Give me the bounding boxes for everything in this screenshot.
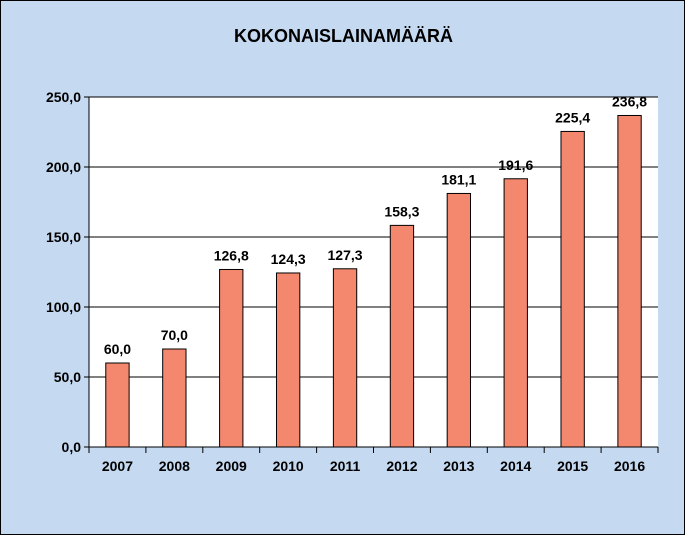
data-label-2014: 191,6: [498, 157, 533, 173]
bars: [105, 114, 642, 448]
data-label-2010: 124,3: [271, 251, 306, 267]
x-tick-label-2010: 2010: [273, 458, 304, 474]
y-axis: 0,0 50,0 100,0 150,0 200,0 250,0: [46, 89, 90, 455]
data-label-2009: 126,8: [214, 247, 249, 263]
bar-2016: [617, 114, 642, 448]
y-tick-label: 200,0: [46, 159, 81, 175]
data-label-2007: 60,0: [104, 341, 131, 357]
bar-2014: [503, 178, 528, 448]
data-label-2012: 158,3: [384, 203, 419, 219]
bar-2012: [389, 224, 415, 448]
x-tick-label-2007: 2007: [102, 458, 133, 474]
data-label-2008: 70,0: [161, 327, 188, 343]
y-tick-label: 250,0: [46, 89, 81, 105]
data-label-2015: 225,4: [555, 109, 590, 125]
data-label-2013: 181,1: [441, 171, 476, 187]
x-tick-label-2014: 2014: [500, 458, 531, 474]
y-tick-label: 150,0: [46, 229, 81, 245]
data-label-2016: 236,8: [612, 93, 647, 109]
x-tick-label-2011: 2011: [330, 458, 361, 474]
bar-2011: [332, 268, 358, 448]
bar-2007: [105, 362, 130, 448]
bar-2010: [275, 272, 301, 448]
bar-2009: [219, 268, 244, 448]
y-tick-label: 50,0: [54, 369, 81, 385]
data-label-2011: 127,3: [328, 247, 363, 263]
x-axis: 2007 2008 2009 2010 2011 2012 2013 2014 2015 2016: [88, 446, 659, 474]
x-tick-label-2009: 2009: [216, 458, 247, 474]
x-tick-label-2016: 2016: [614, 458, 645, 474]
y-tick-label: 100,0: [46, 299, 81, 315]
chart-title: KOKONAISLAINAMÄÄRÄ: [234, 26, 453, 46]
x-tick-label-2008: 2008: [159, 458, 190, 474]
y-tick-label: 0,0: [62, 439, 82, 455]
x-tick-label-2012: 2012: [386, 458, 417, 474]
data-labels: 60,0 70,0 126,8 124,3 127,3 158,3 181,1 191,6 22…: [104, 93, 647, 357]
x-tick-label-2013: 2013: [443, 458, 474, 474]
x-tick-label-2015: 2015: [557, 458, 588, 474]
bar-2015: [560, 130, 585, 448]
bar-2013: [446, 192, 472, 448]
bar-2008: [162, 348, 187, 448]
